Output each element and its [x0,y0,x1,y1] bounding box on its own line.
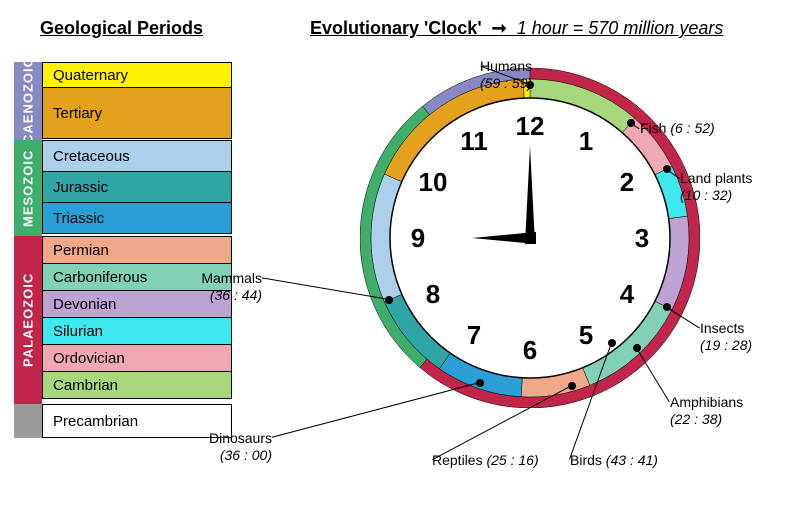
event-label: Insects(19 : 28) [700,320,752,354]
hour-number: 6 [512,335,548,365]
era-label: MESOZOIC [14,140,42,236]
hour-number: 10 [415,167,451,197]
era-block: CAENOZOICQuaternaryTertiary [14,62,232,140]
period-row: Precambrian [42,404,232,438]
period-row: Ordovician [42,344,232,372]
event-label: Mammals(36 : 44) [201,270,262,304]
period-row: Cretaceous [42,140,232,172]
period-row: Permian [42,236,232,264]
era-block: MESOZOICCretaceousJurassicTriassic [14,140,232,236]
period-row: Cambrian [42,371,232,399]
period-row: Tertiary [42,87,232,139]
period-row: Silurian [42,317,232,345]
geological-legend: CAENOZOICQuaternaryTertiaryMESOZOICCreta… [14,62,232,438]
period-row: Triassic [42,202,232,234]
hour-number: 2 [609,167,645,197]
legend-title: Geological Periods [40,18,203,39]
hour-number: 8 [415,279,451,309]
event-label: Land plants(10 : 32) [680,170,752,204]
hour-number: 1 [568,126,604,156]
hour-number: 3 [624,223,660,253]
hour-number: 7 [456,320,492,350]
hour-number: 4 [609,279,645,309]
event-label: Amphibians(22 : 38) [670,394,743,428]
era-block: PALAEOZOICPermianCarboniferousDevonianSi… [14,236,232,404]
event-label: Birds (43 : 41) [570,452,658,469]
event-label: Reptiles (25 : 16) [432,452,539,469]
clock-title: Evolutionary 'Clock' ➞ 1 hour = 570 mill… [310,18,723,39]
hour-number: 5 [568,320,604,350]
event-label: Fish (6 : 52) [640,120,715,137]
era-label: CAENOZOIC [14,62,42,140]
era-label [14,404,42,438]
hour-number: 9 [400,223,436,253]
period-row: Quaternary [42,62,232,88]
hour-number: 11 [456,126,492,156]
event-label: Humans(59 : 59) [480,58,532,92]
hour-number: 12 [512,111,548,141]
era-label: PALAEOZOIC [14,236,42,404]
event-label: Dinosaurs(36 : 00) [209,430,272,464]
evolutionary-clock: 12 12 3 45678 9 1011 [360,68,700,408]
era-block: Precambrian [14,404,232,438]
period-row: Jurassic [42,171,232,203]
